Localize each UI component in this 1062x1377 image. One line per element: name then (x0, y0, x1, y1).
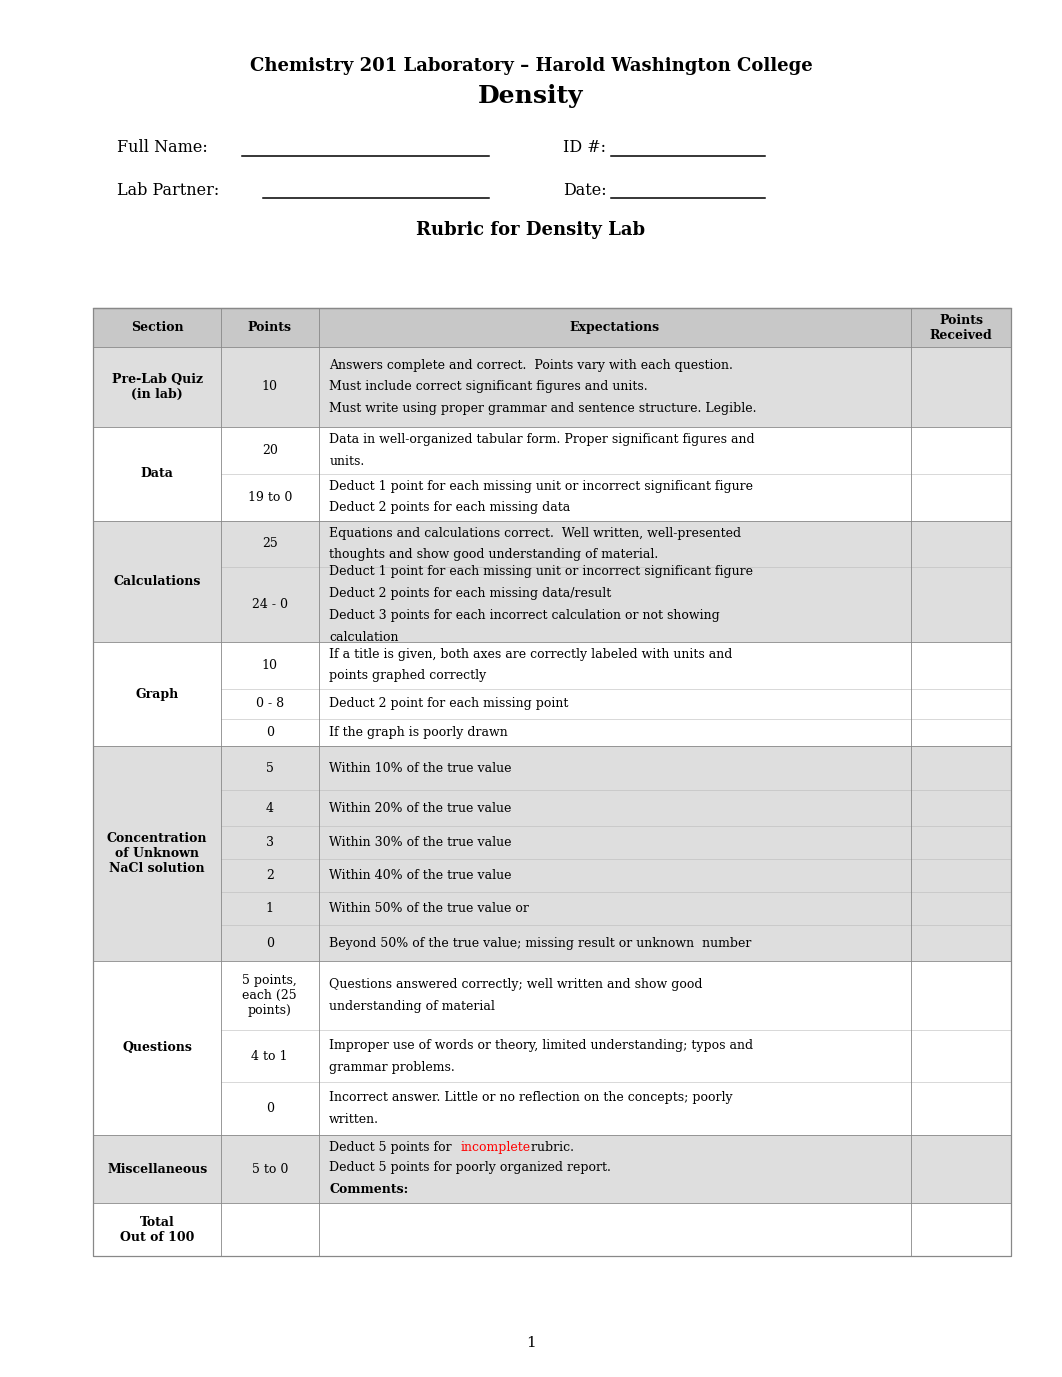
Text: Full Name:: Full Name: (117, 139, 207, 156)
Text: Within 30% of the true value: Within 30% of the true value (329, 836, 512, 850)
Text: Pre-Lab Quiz
(in lab): Pre-Lab Quiz (in lab) (112, 373, 203, 401)
Text: Deduct 3 points for each incorrect calculation or not showing: Deduct 3 points for each incorrect calcu… (329, 609, 720, 622)
Text: 24 - 0: 24 - 0 (252, 598, 288, 611)
Text: 1: 1 (266, 902, 274, 916)
Text: Within 50% of the true value or: Within 50% of the true value or (329, 902, 529, 916)
Bar (93, 961, 319, 1135)
Text: 5: 5 (266, 761, 274, 775)
Text: Deduct 1 point for each missing unit or incorrect significant figure: Deduct 1 point for each missing unit or … (329, 566, 753, 578)
Bar (93, 1203, 319, 1256)
Text: 10: 10 (261, 380, 278, 394)
Bar (319, 642, 1011, 746)
Text: 20: 20 (262, 443, 277, 457)
Text: Lab Partner:: Lab Partner: (117, 182, 219, 198)
Text: 0: 0 (266, 936, 274, 950)
Text: 0 - 8: 0 - 8 (256, 697, 284, 711)
Bar (93, 347, 319, 427)
Text: Questions answered correctly; well written and show good: Questions answered correctly; well writt… (329, 978, 703, 991)
Text: grammar problems.: grammar problems. (329, 1060, 455, 1074)
Text: Answers complete and correct.  Points vary with each question.: Answers complete and correct. Points var… (329, 358, 733, 372)
Text: ID #:: ID #: (563, 139, 605, 156)
Text: Rubric for Density Lab: Rubric for Density Lab (416, 220, 646, 240)
Text: calculation: calculation (329, 631, 398, 643)
Bar (319, 1203, 1011, 1256)
Text: Points
Received: Points Received (929, 314, 993, 341)
Text: incomplete: incomplete (461, 1140, 531, 1154)
Bar (319, 961, 1011, 1135)
Text: Deduct 5 points for: Deduct 5 points for (329, 1140, 456, 1154)
Text: Comments:: Comments: (329, 1183, 409, 1197)
Text: 5 points,
each (25
points): 5 points, each (25 points) (242, 974, 297, 1018)
Text: Concentration
of Unknown
NaCl solution: Concentration of Unknown NaCl solution (107, 832, 207, 876)
Bar (319, 746, 1011, 961)
Text: Improper use of words or theory, limited understanding; typos and: Improper use of words or theory, limited… (329, 1038, 753, 1052)
Bar (319, 1135, 1011, 1203)
Text: Calculations: Calculations (114, 574, 201, 588)
Text: 10: 10 (261, 658, 278, 672)
Text: 4: 4 (266, 801, 274, 815)
Text: 0: 0 (266, 1102, 274, 1115)
Text: Date:: Date: (563, 182, 606, 198)
Bar (319, 521, 1011, 642)
Text: 4 to 1: 4 to 1 (252, 1049, 288, 1063)
Text: Questions: Questions (122, 1041, 192, 1055)
Text: Beyond 50% of the true value; missing result or unknown  number: Beyond 50% of the true value; missing re… (329, 936, 752, 950)
Text: rubric.: rubric. (527, 1140, 573, 1154)
Text: units.: units. (329, 454, 364, 468)
Text: 3: 3 (266, 836, 274, 850)
Text: If the graph is poorly drawn: If the graph is poorly drawn (329, 726, 508, 739)
Bar (93, 521, 319, 642)
Text: Section: Section (131, 321, 184, 335)
Text: thoughts and show good understanding of material.: thoughts and show good understanding of … (329, 548, 658, 562)
Text: understanding of material: understanding of material (329, 1000, 495, 1013)
Text: Deduct 2 point for each missing point: Deduct 2 point for each missing point (329, 697, 568, 711)
Text: 19 to 0: 19 to 0 (247, 490, 292, 504)
Text: Deduct 2 points for each missing data: Deduct 2 points for each missing data (329, 501, 570, 515)
Text: Incorrect answer. Little or no reflection on the concepts; poorly: Incorrect answer. Little or no reflectio… (329, 1091, 733, 1104)
Bar (93, 1135, 319, 1203)
Text: points graphed correctly: points graphed correctly (329, 669, 486, 683)
Bar (93, 308, 1011, 1256)
Text: written.: written. (329, 1113, 379, 1126)
Text: Chemistry 201 Laboratory – Harold Washington College: Chemistry 201 Laboratory – Harold Washin… (250, 56, 812, 76)
Text: Must write using proper grammar and sentence structure. Legible.: Must write using proper grammar and sent… (329, 402, 757, 416)
Bar (319, 347, 1011, 427)
Text: If a title is given, both axes are correctly labeled with units and: If a title is given, both axes are corre… (329, 647, 733, 661)
Text: Graph: Graph (136, 687, 178, 701)
Text: Points: Points (247, 321, 292, 335)
Text: Deduct 2 points for each missing data/result: Deduct 2 points for each missing data/re… (329, 587, 612, 600)
Text: 0: 0 (266, 726, 274, 739)
Bar (93, 427, 319, 521)
Bar (93, 746, 319, 961)
Text: 1: 1 (526, 1336, 536, 1349)
Text: Equations and calculations correct.  Well written, well-presented: Equations and calculations correct. Well… (329, 526, 741, 540)
Bar (93, 308, 1011, 347)
Text: Data: Data (141, 467, 173, 481)
Text: Within 20% of the true value: Within 20% of the true value (329, 801, 512, 815)
Text: Total
Out of 100: Total Out of 100 (120, 1216, 194, 1243)
Text: Within 10% of the true value: Within 10% of the true value (329, 761, 512, 775)
Text: Data in well-organized tabular form. Proper significant figures and: Data in well-organized tabular form. Pro… (329, 432, 755, 446)
Text: Must include correct significant figures and units.: Must include correct significant figures… (329, 380, 648, 394)
Bar (319, 427, 1011, 521)
Text: Deduct 5 points for poorly organized report.: Deduct 5 points for poorly organized rep… (329, 1161, 611, 1175)
Text: Expectations: Expectations (570, 321, 660, 335)
Text: Density: Density (478, 84, 584, 109)
Text: 2: 2 (266, 869, 274, 883)
Text: Miscellaneous: Miscellaneous (107, 1162, 207, 1176)
Text: 5 to 0: 5 to 0 (252, 1162, 288, 1176)
Bar (93, 642, 319, 746)
Text: Within 40% of the true value: Within 40% of the true value (329, 869, 512, 883)
Text: Deduct 1 point for each missing unit or incorrect significant figure: Deduct 1 point for each missing unit or … (329, 479, 753, 493)
Text: 25: 25 (262, 537, 277, 551)
